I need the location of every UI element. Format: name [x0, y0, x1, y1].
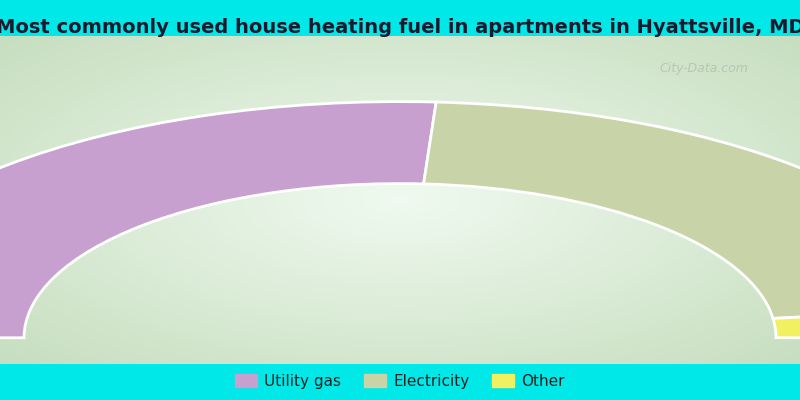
Legend: Utility gas, Electricity, Other: Utility gas, Electricity, Other [229, 368, 571, 395]
Text: Most commonly used house heating fuel in apartments in Hyattsville, MD: Most commonly used house heating fuel in… [0, 18, 800, 37]
Wedge shape [424, 102, 800, 318]
Wedge shape [773, 308, 800, 338]
Wedge shape [0, 102, 436, 338]
Text: City-Data.com: City-Data.com [659, 62, 749, 75]
